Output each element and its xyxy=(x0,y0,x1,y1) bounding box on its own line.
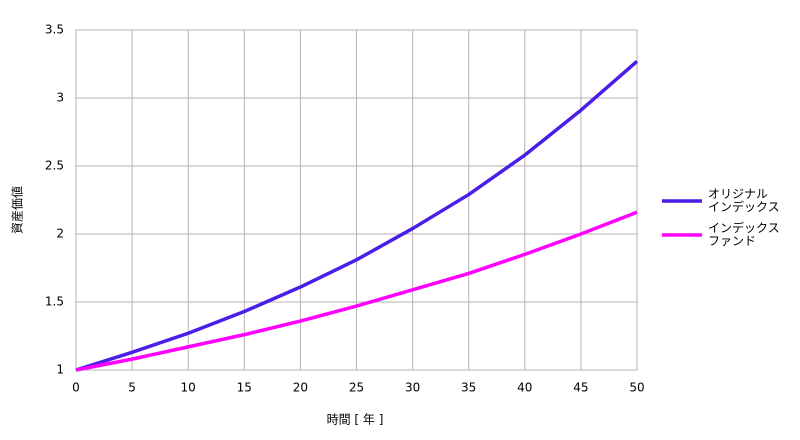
x-tick-label: 10 xyxy=(181,381,196,395)
y-tick-label: 3 xyxy=(56,91,64,105)
y-tick-label: 1.5 xyxy=(45,295,64,309)
y-tick-label: 3.5 xyxy=(45,23,64,37)
series-line xyxy=(75,210,638,372)
plot-border xyxy=(75,29,638,371)
y-tick-label: 1 xyxy=(56,363,64,377)
x-tick-label: 20 xyxy=(293,381,308,395)
y-tick-label: 2 xyxy=(56,227,64,241)
x-tick-label: 0 xyxy=(72,381,80,395)
x-tick-label: 50 xyxy=(629,381,644,395)
y-tick-label: 2.5 xyxy=(45,159,64,173)
x-tick-label: 45 xyxy=(573,381,588,395)
x-tick-label: 15 xyxy=(237,381,252,395)
series-line xyxy=(75,59,639,372)
legend-label: オリジナル インデックス xyxy=(708,187,780,214)
y-axis-label: 資産価値 xyxy=(10,186,25,234)
x-tick-label: 30 xyxy=(405,381,420,395)
x-tick-label: 35 xyxy=(461,381,476,395)
x-tick-label: 40 xyxy=(517,381,532,395)
x-tick-label: 5 xyxy=(128,381,136,395)
x-axis-label: 時間 [ 年 ] xyxy=(327,413,384,427)
legend-label: インデックス ファンド xyxy=(708,221,780,248)
x-tick-label: 25 xyxy=(349,381,364,395)
